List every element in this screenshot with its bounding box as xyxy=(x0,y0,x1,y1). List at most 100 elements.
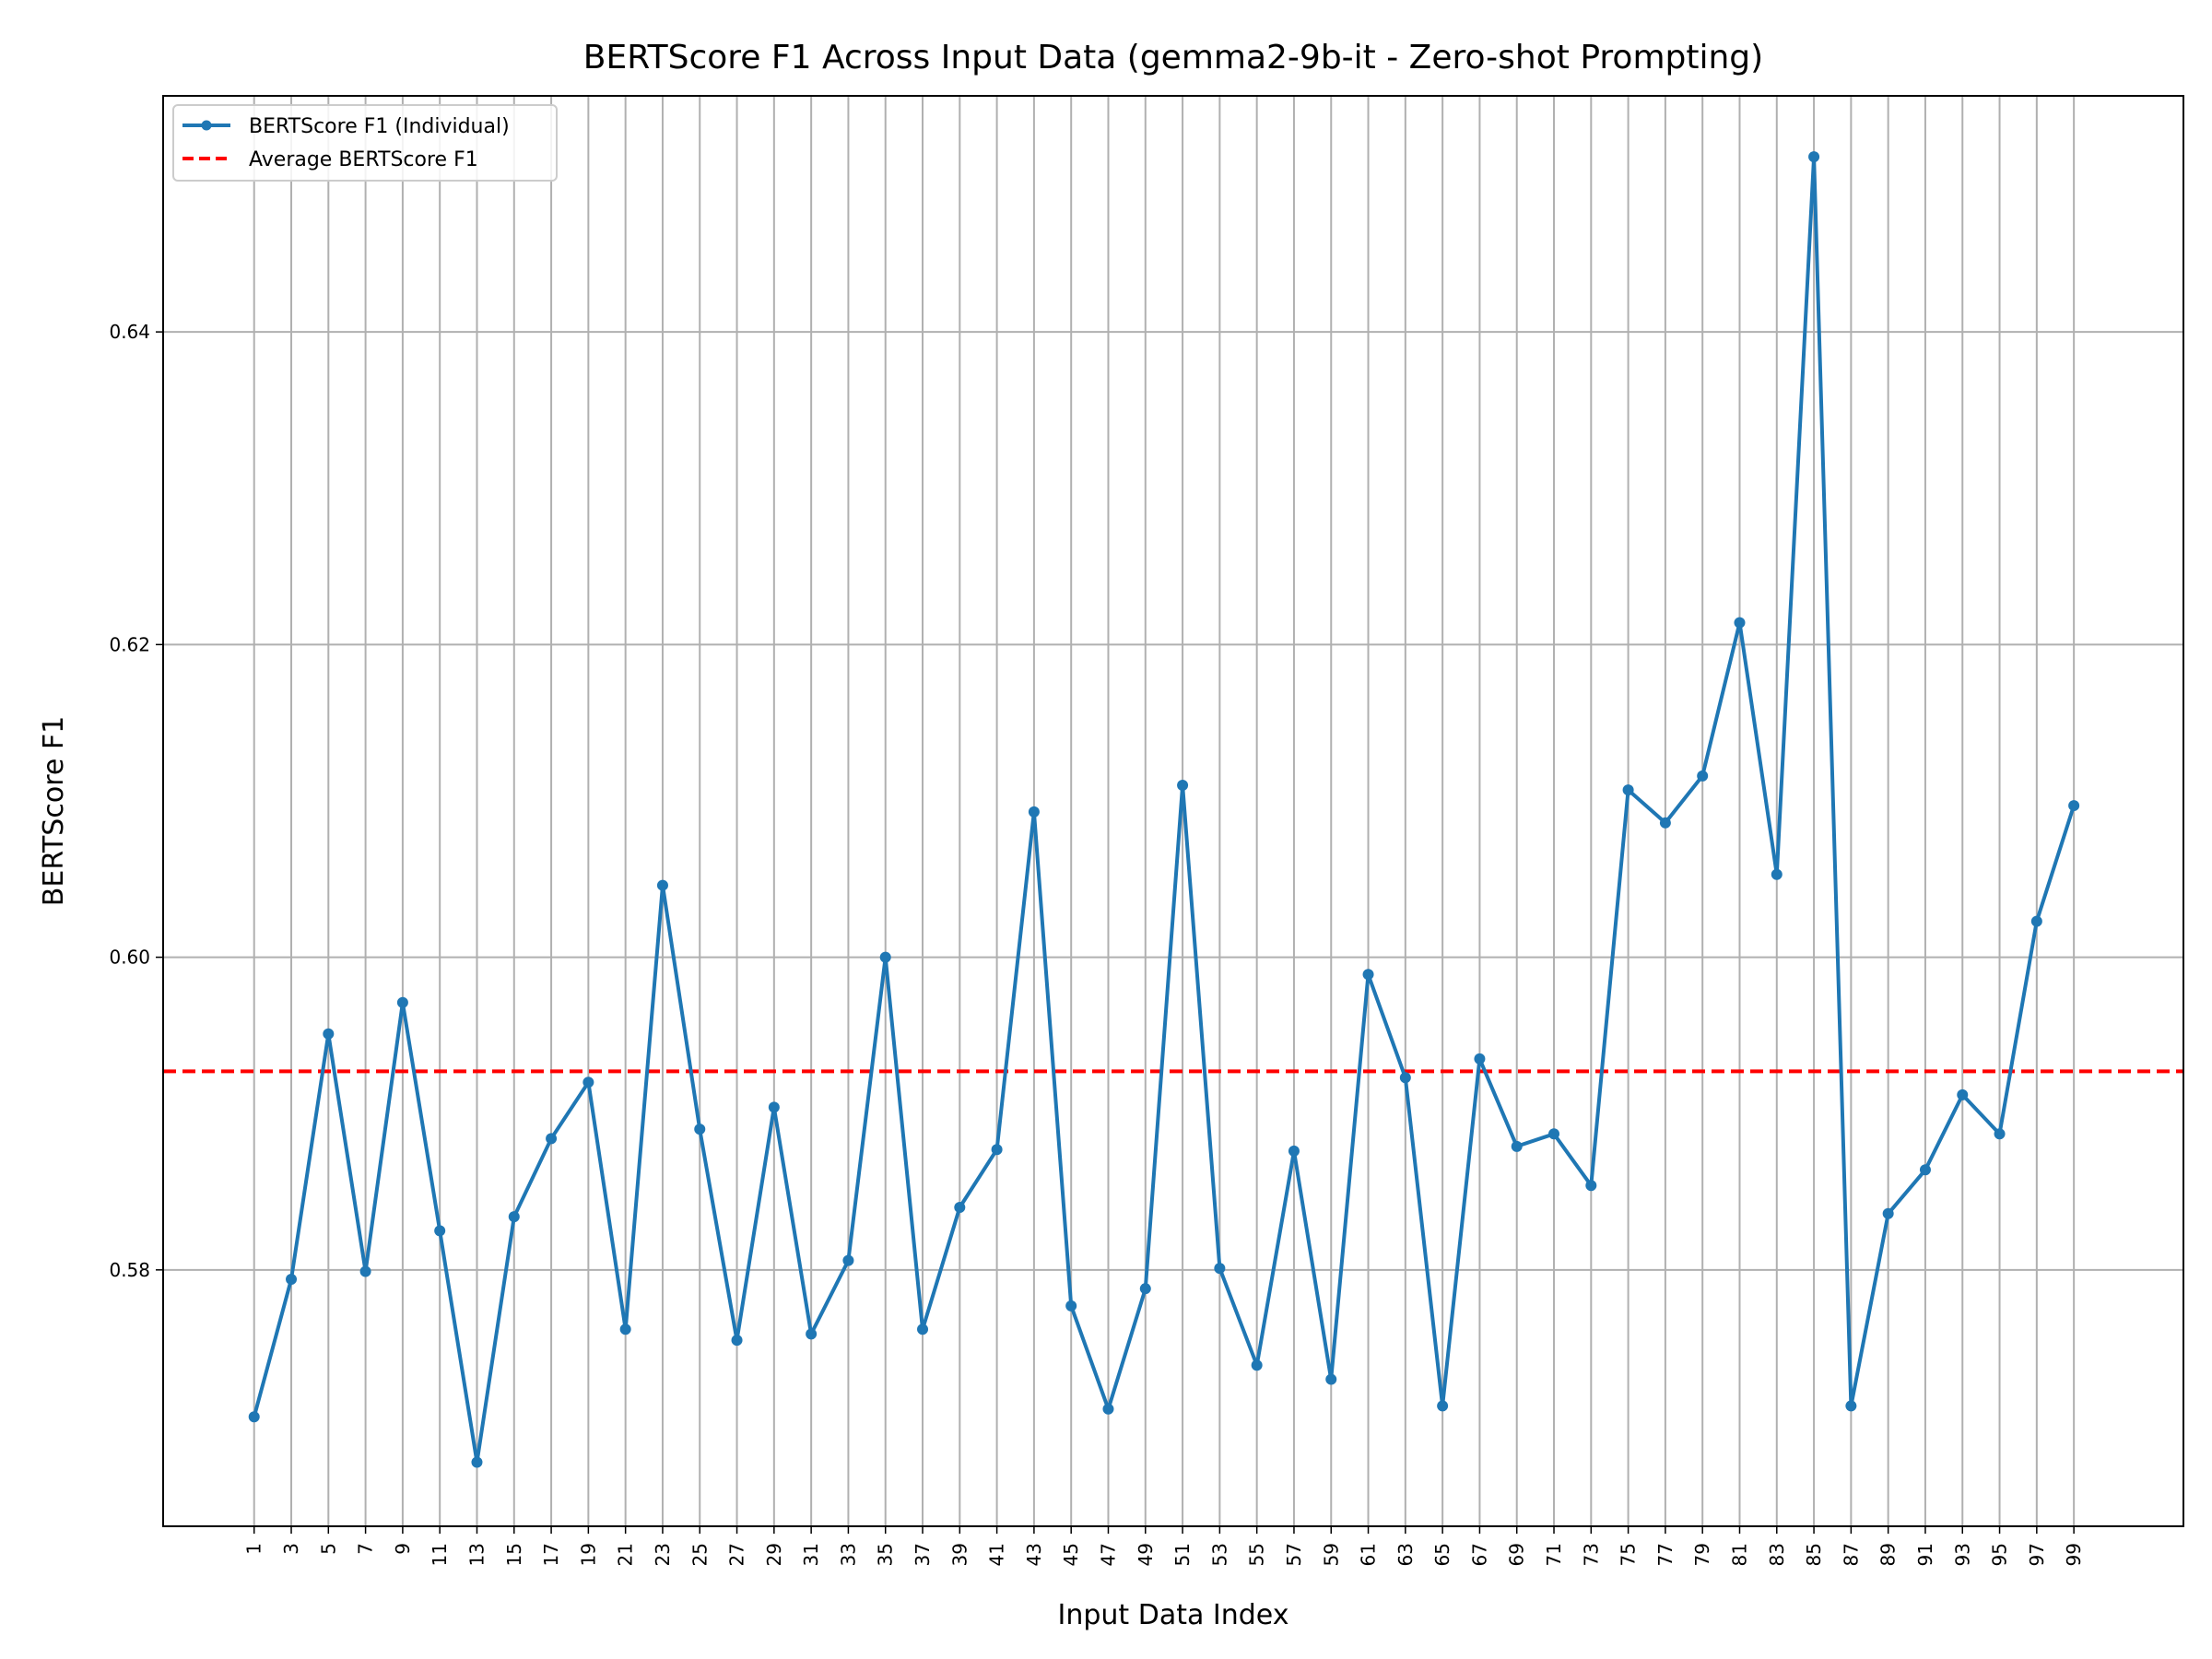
data-point xyxy=(434,1225,446,1237)
y-axis-ticks: 0.58 0.60 0.62 0.64 xyxy=(109,321,163,1281)
x-tick-label: 43 xyxy=(1023,1543,1045,1566)
x-tick-label: 49 xyxy=(1135,1543,1157,1566)
data-point xyxy=(1399,1072,1411,1084)
data-point xyxy=(917,1324,929,1335)
x-tick-label: 31 xyxy=(800,1543,822,1566)
x-tick-label: 7 xyxy=(355,1543,377,1555)
x-tick-label: 39 xyxy=(948,1543,971,1566)
legend-label-individual: BERTScore F1 (Individual) xyxy=(249,115,510,138)
data-point xyxy=(1734,617,1746,629)
x-tick-label: 29 xyxy=(763,1543,785,1566)
data-point xyxy=(508,1211,520,1223)
x-tick-label: 99 xyxy=(2063,1543,2085,1566)
y-tick-label: 0.62 xyxy=(109,633,150,655)
data-point xyxy=(1697,770,1709,782)
legend-marker-individual xyxy=(201,120,212,131)
data-point xyxy=(1028,806,1040,818)
x-tick-label: 69 xyxy=(1506,1543,1528,1566)
x-tick-label: 27 xyxy=(726,1543,748,1566)
data-point xyxy=(1065,1300,1077,1312)
x-tick-label: 25 xyxy=(688,1543,711,1566)
x-tick-label: 63 xyxy=(1394,1543,1417,1566)
data-point xyxy=(1214,1263,1226,1275)
data-point xyxy=(1957,1088,1969,1100)
data-point xyxy=(1882,1207,1894,1219)
x-tick-label: 11 xyxy=(429,1543,451,1566)
data-point xyxy=(991,1144,1003,1156)
legend: BERTScore F1 (Individual) Average BERTSc… xyxy=(172,104,558,182)
x-axis-label: Input Data Index xyxy=(1058,1599,1289,1631)
x-tick-label: 19 xyxy=(577,1543,599,1566)
x-tick-label: 81 xyxy=(1728,1543,1750,1566)
data-point xyxy=(1511,1140,1523,1152)
x-tick-label: 93 xyxy=(1951,1543,1973,1566)
x-tick-label: 83 xyxy=(1766,1543,1788,1566)
data-point xyxy=(1659,817,1671,829)
x-tick-label: 1 xyxy=(243,1543,265,1555)
data-point xyxy=(1548,1128,1560,1140)
y-tick-label: 0.58 xyxy=(109,1259,150,1281)
x-tick-label: 3 xyxy=(280,1543,302,1555)
x-tick-label: 9 xyxy=(392,1543,414,1555)
data-point xyxy=(842,1254,854,1266)
data-point xyxy=(1994,1128,2006,1140)
data-point xyxy=(2068,800,2080,812)
y-tick-label: 0.64 xyxy=(109,321,150,343)
x-tick-label: 95 xyxy=(1989,1543,2011,1566)
x-tick-label: 55 xyxy=(1246,1543,1268,1566)
x-tick-label: 41 xyxy=(986,1543,1008,1566)
x-tick-label: 23 xyxy=(652,1543,674,1566)
series-layer xyxy=(248,151,2080,1468)
x-tick-label: 71 xyxy=(1543,1543,1565,1566)
data-point xyxy=(806,1328,818,1340)
x-tick-label: 61 xyxy=(1358,1543,1380,1566)
x-tick-label: 47 xyxy=(1097,1543,1119,1566)
x-tick-label: 79 xyxy=(1691,1543,1713,1566)
x-tick-label: 77 xyxy=(1654,1543,1677,1566)
data-point xyxy=(1808,151,1820,163)
data-point xyxy=(546,1133,558,1145)
x-tick-label: 37 xyxy=(912,1543,934,1566)
x-tick-label: 75 xyxy=(1618,1543,1640,1566)
data-point xyxy=(1139,1283,1151,1295)
data-point xyxy=(656,879,668,891)
x-tick-label: 89 xyxy=(1877,1543,1900,1566)
data-point xyxy=(1771,868,1783,880)
x-tick-label: 53 xyxy=(1208,1543,1230,1566)
data-point xyxy=(323,1028,335,1040)
x-tick-label: 15 xyxy=(503,1543,525,1566)
data-point xyxy=(731,1335,743,1347)
series-line-individual xyxy=(252,155,2077,1465)
data-point xyxy=(582,1077,594,1088)
data-point xyxy=(1474,1053,1486,1065)
data-point xyxy=(286,1274,298,1286)
data-point xyxy=(1288,1145,1300,1157)
chart-title: BERTScore F1 Across Input Data (gemma2-9… xyxy=(583,39,1763,76)
x-tick-label: 13 xyxy=(465,1543,488,1566)
data-point xyxy=(1251,1359,1263,1371)
x-tick-label: 17 xyxy=(540,1543,562,1566)
data-point xyxy=(768,1101,780,1113)
plot-area xyxy=(163,96,2183,1526)
data-point xyxy=(1585,1180,1597,1192)
data-point xyxy=(879,951,891,963)
data-point xyxy=(1177,780,1189,792)
x-tick-label: 5 xyxy=(317,1543,339,1555)
data-point xyxy=(2030,915,2042,927)
x-tick-label: 87 xyxy=(1840,1543,1862,1566)
x-tick-label: 67 xyxy=(1468,1543,1490,1566)
data-point xyxy=(1102,1403,1114,1415)
data-point xyxy=(1325,1373,1337,1385)
x-tick-label: 65 xyxy=(1431,1543,1453,1566)
data-point xyxy=(1845,1400,1857,1412)
data-point xyxy=(396,996,408,1008)
plot-frame xyxy=(162,95,2184,1527)
x-tick-label: 35 xyxy=(875,1543,897,1566)
data-point xyxy=(954,1201,966,1213)
x-tick-label: 59 xyxy=(1320,1543,1342,1566)
x-tick-label: 51 xyxy=(1171,1543,1194,1566)
data-point xyxy=(619,1324,631,1335)
y-axis-label: BERTScore F1 xyxy=(38,716,70,906)
data-point xyxy=(248,1411,260,1423)
